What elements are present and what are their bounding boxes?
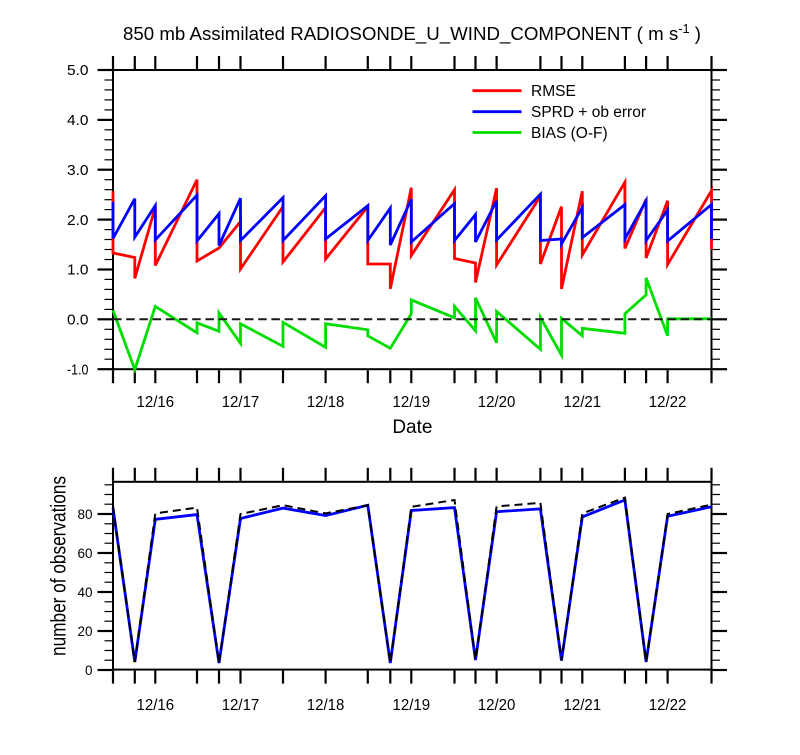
svg-text:12/19: 12/19 (393, 697, 431, 714)
svg-text:0: 0 (85, 663, 93, 678)
svg-text:5.0: 5.0 (67, 63, 89, 79)
svg-text:12/21: 12/21 (564, 697, 602, 714)
svg-text:12/16: 12/16 (137, 697, 175, 714)
svg-text:3.0: 3.0 (67, 163, 89, 179)
svg-text:20: 20 (77, 624, 92, 639)
svg-text:12/20: 12/20 (478, 697, 516, 714)
svg-text:BIAS (O-F): BIAS (O-F) (531, 125, 608, 142)
svg-text:12/22: 12/22 (649, 394, 687, 411)
svg-text:12/21: 12/21 (564, 394, 602, 411)
svg-text:12/16: 12/16 (137, 394, 175, 411)
svg-text:Date: Date (392, 417, 432, 438)
svg-text:number of observations: number of observations (48, 476, 71, 656)
svg-text:80: 80 (77, 507, 92, 522)
svg-text:850 mb Assimilated RADIOSONDE_: 850 mb Assimilated RADIOSONDE_U_WIND_COM… (123, 21, 701, 45)
svg-text:RMSE: RMSE (531, 83, 576, 100)
svg-text:60: 60 (77, 546, 92, 561)
svg-text:12/19: 12/19 (393, 394, 431, 411)
svg-text:12/17: 12/17 (222, 697, 260, 714)
svg-text:2.0: 2.0 (67, 213, 89, 229)
svg-text:12/18: 12/18 (307, 394, 345, 411)
svg-text:12/20: 12/20 (478, 394, 516, 411)
svg-text:40: 40 (77, 585, 92, 600)
svg-text:-1.0: -1.0 (67, 362, 89, 378)
svg-text:SPRD + ob error: SPRD + ob error (531, 104, 646, 121)
svg-text:12/17: 12/17 (222, 394, 260, 411)
svg-text:0.0: 0.0 (67, 313, 89, 329)
svg-text:4.0: 4.0 (67, 113, 89, 129)
svg-text:1.0: 1.0 (67, 263, 89, 279)
svg-text:12/18: 12/18 (307, 697, 345, 714)
svg-text:12/22: 12/22 (649, 697, 687, 714)
